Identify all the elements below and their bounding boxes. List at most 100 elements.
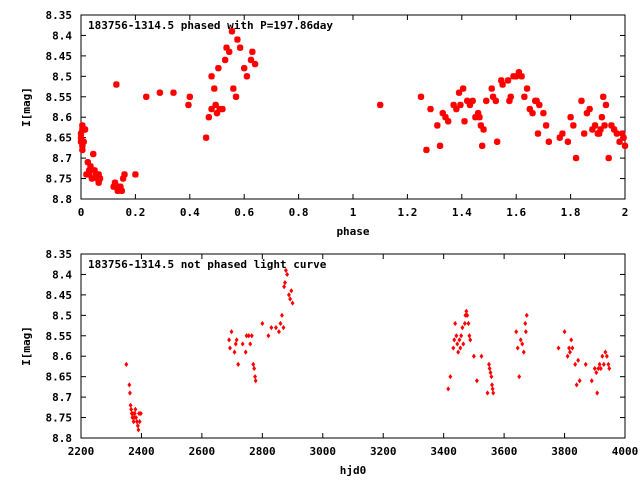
data-point: [461, 341, 466, 347]
data-series: [77, 28, 629, 195]
data-point: [454, 333, 459, 339]
data-point: [114, 187, 121, 195]
data-point: [84, 159, 91, 166]
phased-light-curve-panel: 0 0.2 0.4 0.6 0.8 1 1.2 1.4 1.6 1.8 2 8.35 8.4 8.45 8.…: [20, 9, 628, 238]
data-point: [228, 28, 236, 35]
data-point: [490, 386, 495, 392]
data-point: [577, 378, 582, 384]
data-point: [247, 56, 255, 64]
data-point: [480, 126, 487, 133]
x-tick-label: 3600: [491, 445, 518, 458]
x-tick-label: 3400: [430, 445, 457, 458]
data-point: [223, 44, 230, 51]
data-point: [77, 134, 85, 141]
data-point: [417, 93, 425, 100]
data-point: [221, 56, 229, 64]
data-point: [600, 93, 607, 100]
data-point: [518, 73, 525, 80]
data-point: [523, 329, 528, 335]
x-tick-label: 1.6: [506, 206, 526, 219]
data-point: [592, 365, 597, 372]
data-point: [458, 345, 463, 351]
data-point: [252, 365, 257, 372]
data-point: [219, 105, 226, 113]
data-point: [81, 126, 89, 133]
data-point: [249, 333, 254, 339]
data-point: [95, 179, 102, 186]
data-point: [602, 101, 610, 109]
data-point: [472, 114, 479, 121]
data-point: [230, 85, 237, 92]
data-point: [474, 378, 479, 384]
data-point: [459, 85, 467, 92]
y-tick-label: 8.5: [52, 309, 72, 322]
data-point: [610, 126, 618, 133]
data-point: [603, 349, 608, 355]
data-point: [451, 345, 456, 351]
data-point: [213, 109, 221, 117]
data-point: [573, 361, 578, 367]
data-point: [479, 142, 486, 150]
y-tick-label: 8.55: [46, 91, 73, 104]
data-point: [564, 138, 572, 145]
data-point: [234, 337, 239, 343]
data-point: [513, 73, 520, 80]
data-point: [464, 97, 471, 105]
data-point: [526, 105, 533, 113]
data-series: [124, 267, 612, 433]
data-point: [232, 349, 237, 355]
y-tick-label: 8.75: [46, 173, 73, 186]
data-point: [569, 337, 574, 343]
data-point: [226, 48, 233, 55]
data-point: [251, 60, 259, 68]
data-point: [96, 175, 104, 182]
data-point: [515, 69, 523, 76]
data-point: [135, 423, 140, 429]
data-point: [517, 374, 522, 380]
data-point: [597, 126, 604, 133]
data-point: [450, 101, 457, 109]
y-tick-label: 8.55: [46, 330, 73, 343]
data-point: [514, 329, 519, 335]
data-point: [290, 300, 295, 306]
data-point: [88, 175, 96, 182]
y-tick-label: 8.4: [52, 268, 72, 281]
data-point: [251, 361, 256, 367]
data-point: [466, 101, 474, 109]
data-point: [273, 325, 278, 331]
data-point: [567, 114, 574, 121]
data-point: [133, 406, 138, 412]
y-tick-label: 8.65: [46, 371, 73, 384]
data-point: [253, 378, 258, 384]
x-tick-label: 2200: [68, 445, 95, 458]
data-point: [559, 130, 566, 137]
data-point: [156, 89, 164, 96]
y-tick-label: 8.35: [46, 248, 73, 261]
x-tick-label: 0.4: [180, 206, 200, 219]
y-tick-label: 8.6: [52, 350, 72, 363]
x-tick-label: 0: [78, 206, 85, 219]
data-point: [556, 134, 563, 141]
data-point: [488, 85, 495, 92]
data-point: [79, 142, 86, 150]
data-point: [132, 171, 139, 178]
data-point: [507, 93, 514, 100]
data-point: [446, 386, 451, 392]
x-tick-label: 1: [350, 206, 357, 219]
data-point: [427, 105, 434, 113]
chart-title: 183756-1314.5 not phased light curve: [88, 258, 327, 271]
data-point: [536, 101, 543, 109]
y-tick-label: 8.45: [46, 289, 73, 302]
data-point: [521, 93, 528, 100]
data-point: [260, 320, 265, 327]
data-point: [483, 97, 490, 105]
data-point: [565, 353, 570, 359]
data-point: [568, 349, 572, 355]
data-point: [487, 365, 492, 372]
data-point: [604, 353, 609, 359]
data-point: [80, 138, 87, 145]
data-point: [469, 97, 476, 105]
data-point: [244, 333, 249, 339]
x-tick-label: 1.2: [397, 206, 417, 219]
